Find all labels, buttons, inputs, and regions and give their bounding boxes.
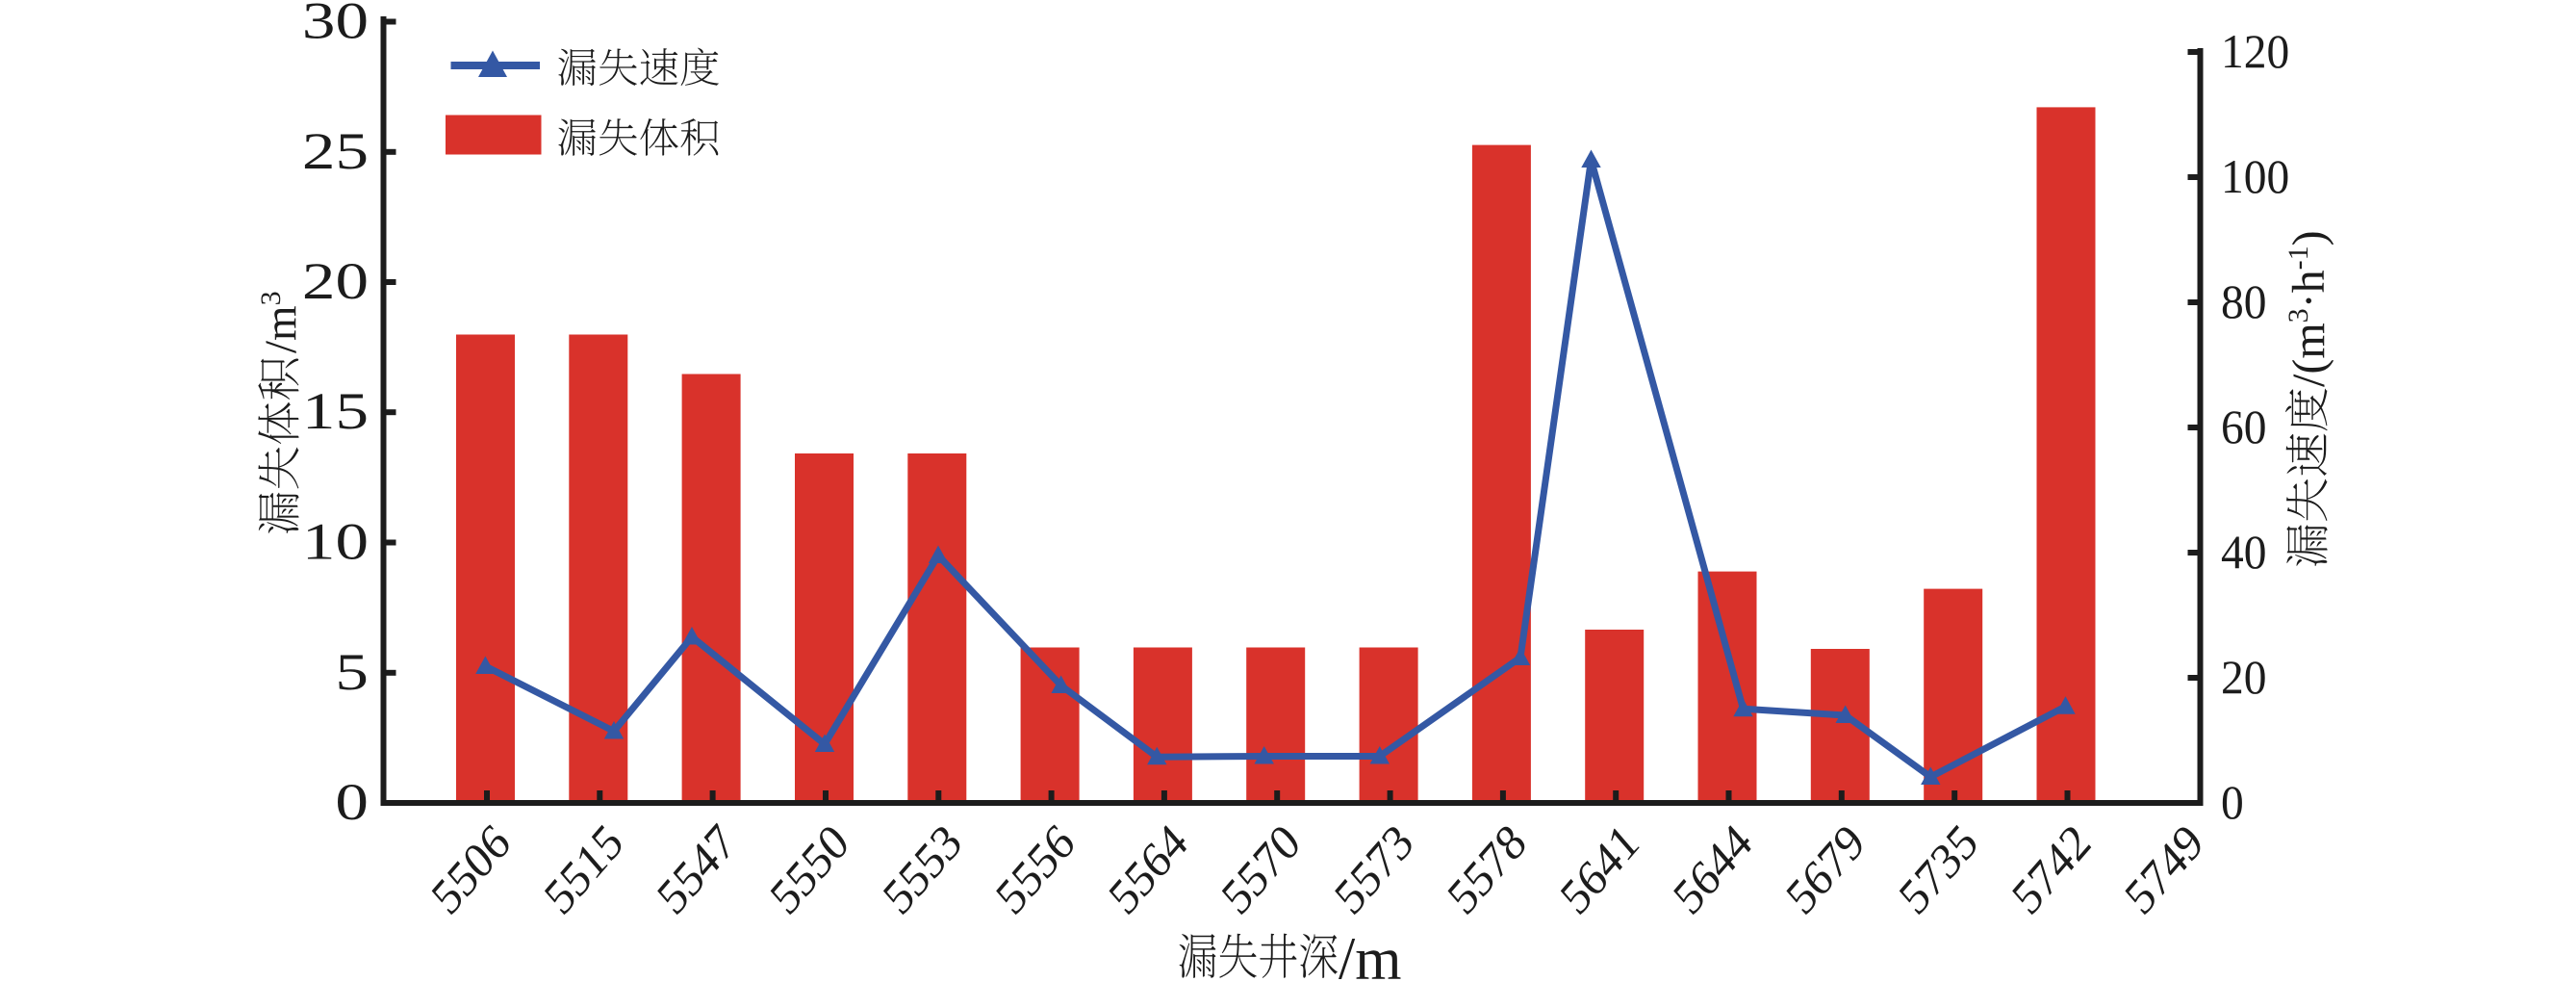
svg-text:15: 15 [302,383,369,440]
svg-text:0: 0 [2221,776,2244,829]
svg-text:10: 10 [302,513,369,570]
svg-text:80: 80 [2221,275,2266,328]
svg-text:20: 20 [2221,651,2266,704]
svg-text:30: 30 [302,0,369,50]
svg-text:40: 40 [2221,526,2266,579]
svg-text:/(m3·h-1): /(m3·h-1) [2283,230,2334,387]
svg-text:25: 25 [302,123,369,180]
svg-text:/m: /m [1339,927,1401,982]
svg-text:120: 120 [2221,25,2289,78]
svg-text:20: 20 [302,253,369,310]
svg-text:100: 100 [2221,150,2289,203]
svg-text:5: 5 [335,644,369,701]
svg-text:60: 60 [2221,401,2266,453]
svg-text:0: 0 [335,774,369,831]
